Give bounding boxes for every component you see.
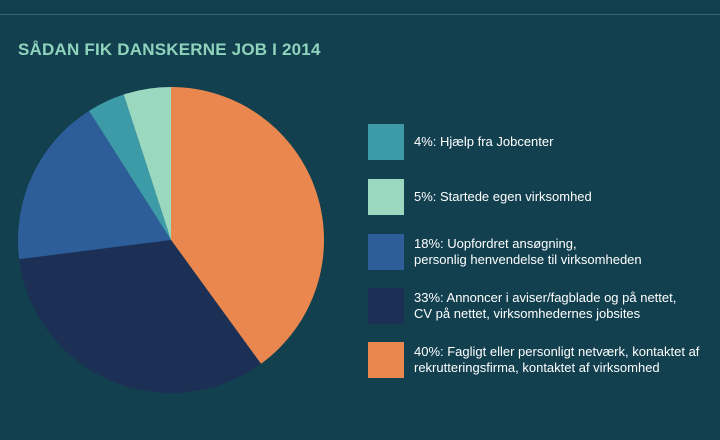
legend-swatch-egen-virksomhed <box>368 179 404 215</box>
legend-item-jobcenter: 4%: Hjælp fra Jobcenter <box>368 124 553 160</box>
legend-swatch-annoncer <box>368 288 404 324</box>
legend-swatch-uopfordret <box>368 234 404 270</box>
pie-slice-netvaerk <box>171 87 324 364</box>
legend-label-annoncer: 33%: Annoncer i aviser/fagblade og på ne… <box>414 290 677 321</box>
legend-swatch-netvaerk <box>368 342 404 378</box>
legend-item-uopfordret: 18%: Uopfordret ansøgning, personlig hen… <box>368 234 642 270</box>
legend-swatch-jobcenter <box>368 124 404 160</box>
pie-slice-jobcenter <box>89 94 171 241</box>
header-rule <box>0 14 720 15</box>
legend-item-annoncer: 33%: Annoncer i aviser/fagblade og på ne… <box>368 288 676 324</box>
legend-label-jobcenter: 4%: Hjælp fra Jobcenter <box>414 134 554 149</box>
pie-slice-uopfordret <box>18 110 171 260</box>
legend-item-egen-virksomhed: 5%: Startede egen virksomhed <box>368 179 592 215</box>
legend-label-egen-virksomhed: 5%: Startede egen virksomhed <box>414 189 592 204</box>
pie-slice-egen-virksomhed <box>123 87 171 240</box>
pie-slice-annoncer <box>19 240 261 393</box>
legend-label-uopfordret: 18%: Uopfordret ansøgning, personlig hen… <box>414 236 642 267</box>
legend-label-netvaerk: 40%: Fagligt eller personligt netværk, k… <box>414 344 700 375</box>
chart-title: SÅDAN FIK DANSKERNE JOB I 2014 <box>18 40 321 59</box>
legend-item-netvaerk: 40%: Fagligt eller personligt netværk, k… <box>368 342 699 378</box>
